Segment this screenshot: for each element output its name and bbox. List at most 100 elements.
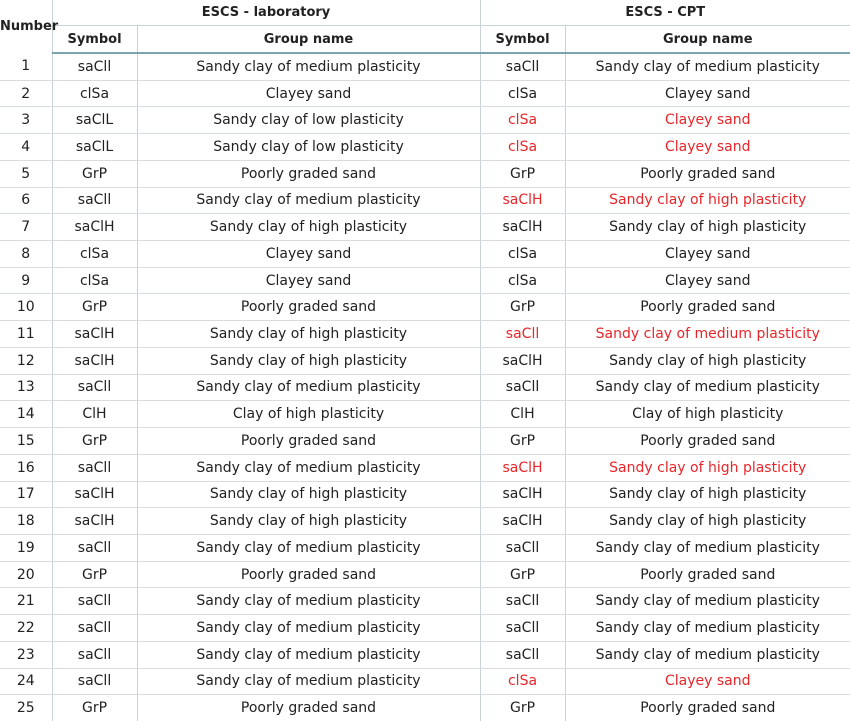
- number-cell: 19: [0, 534, 53, 562]
- lab-symbol-cell: clSa: [52, 240, 138, 268]
- lab-group-name-cell: Sandy clay of medium plasticity: [137, 587, 481, 616]
- cpt-symbol-cell: saClH: [480, 481, 566, 509]
- lab-group-name-cell: Sandy clay of medium plasticity: [137, 53, 481, 81]
- lab-symbol-cell: saCll: [52, 454, 138, 482]
- lab-symbol-cell: saCll: [52, 668, 138, 696]
- number-cell: 15: [0, 427, 53, 455]
- lab-symbol-cell: saCll: [52, 187, 138, 215]
- cpt-group-name-cell: Poorly graded sand: [565, 427, 850, 455]
- table-row: 10 GrP Poorly graded sand GrP Poorly graded …: [0, 293, 850, 322]
- cpt-symbol-cell: clSa: [480, 80, 566, 108]
- lab-symbol-cell: GrP: [52, 160, 138, 188]
- lab-group-name-cell: Clayey sand: [137, 267, 481, 295]
- cpt-symbol-cell: clSa: [480, 240, 566, 268]
- number-cell: 4: [0, 133, 53, 161]
- cpt-symbol-cell: ClH: [480, 400, 566, 429]
- cpt-symbol-cell: saCll: [480, 374, 566, 402]
- cpt-symbol-cell: clSa: [480, 668, 566, 696]
- lab-group-name-cell: Sandy clay of high plasticity: [137, 481, 481, 509]
- table-row: 17 saClH Sandy clay of high plasticity saCl…: [0, 481, 850, 509]
- table-row: 18 saClH Sandy clay of high plasticity saCl…: [0, 507, 850, 535]
- lab-group-name-cell: Poorly graded sand: [137, 293, 481, 322]
- cpt-group-name-cell: Sandy clay of high plasticity: [565, 481, 850, 509]
- lab-symbol-cell: saCll: [52, 641, 138, 669]
- cpt-group-name-cell: Clayey sand: [565, 133, 850, 161]
- lab-symbol-cell: saClH: [52, 507, 138, 535]
- table-row: 7 saClH Sandy clay of high plasticity saClH…: [0, 213, 850, 242]
- lab-group-name-cell: Clayey sand: [137, 240, 481, 268]
- lab-group-name-cell: Sandy clay of high plasticity: [137, 507, 481, 535]
- lab-symbol-cell: saCll: [52, 374, 138, 402]
- number-cell: 7: [0, 213, 53, 242]
- table-row: 25 GrP Poorly graded sand GrP Poorly graded …: [0, 694, 850, 721]
- cpt-symbol-cell: saCll: [480, 534, 566, 562]
- cpt-symbol-cell: GrP: [480, 160, 566, 188]
- table-row: 9 clSa Clayey sand clSa Clayey sand: [0, 267, 850, 295]
- lab-group-name-cell: Sandy clay of medium plasticity: [137, 534, 481, 562]
- table-row: 1 saCll Sandy clay of medium plasticity saC…: [0, 53, 850, 81]
- number-cell: 25: [0, 694, 53, 721]
- cpt-symbol-cell: GrP: [480, 427, 566, 455]
- number-cell: 11: [0, 320, 53, 348]
- lab-group-name-cell: Sandy clay of medium plasticity: [137, 454, 481, 482]
- number-cell: 2: [0, 80, 53, 108]
- cpt-symbol-cell: GrP: [480, 561, 566, 589]
- cpt-symbol-cell: saCll: [480, 53, 566, 81]
- table-row: 16 saCll Sandy clay of medium plasticity sa…: [0, 454, 850, 482]
- lab-symbol-cell: saCll: [52, 614, 138, 642]
- cpt-symbol-cell: saClH: [480, 213, 566, 242]
- lab-group-name-cell: Sandy clay of high plasticity: [137, 320, 481, 348]
- lab-group-name-cell: Sandy clay of low plasticity: [137, 133, 481, 161]
- cpt-symbol-cell: saClH: [480, 347, 566, 375]
- cpt-symbol-cell: clSa: [480, 267, 566, 295]
- lab-group-name-cell: Sandy clay of low plasticity: [137, 106, 481, 135]
- lab-group-name-cell: Sandy clay of high plasticity: [137, 347, 481, 375]
- number-cell: 24: [0, 668, 53, 696]
- cpt-group-name-cell: Sandy clay of medium plasticity: [565, 53, 850, 81]
- number-cell: 18: [0, 507, 53, 535]
- cpt-symbol-cell: saClH: [480, 187, 566, 215]
- number-cell: 8: [0, 240, 53, 268]
- table-row: 2 clSa Clayey sand clSa Clayey sand: [0, 80, 850, 108]
- table-row: 11 saClH Sandy clay of high plasticity saCl…: [0, 320, 850, 348]
- lab-group-name-cell: Sandy clay of medium plasticity: [137, 614, 481, 642]
- lab-symbol-header: Symbol: [52, 25, 138, 54]
- lab-symbol-cell: GrP: [52, 427, 138, 455]
- lab-symbol-cell: saClH: [52, 347, 138, 375]
- table-row: 14 ClH Clay of high plasticity ClH Clay of h…: [0, 400, 850, 429]
- cpt-group-name-cell: Poorly graded sand: [640, 700, 776, 717]
- cpt-symbol-cell: GrP: [480, 694, 566, 721]
- lab-symbol-cell: clSa: [52, 267, 138, 295]
- table-row: 15 GrP Poorly graded sand GrP Poorly graded …: [0, 427, 850, 455]
- cpt-group-name-cell: Sandy clay of high plasticity: [565, 454, 850, 482]
- cpt-group-header: ESCS - CPT: [480, 0, 850, 26]
- table-row: 3 saClL Sandy clay of low plasticity clSa Cl…: [0, 106, 850, 135]
- number-cell: 22: [0, 614, 53, 642]
- number-column-header: Number: [0, 0, 58, 53]
- lab-group-name-cell: Poorly graded sand: [137, 160, 481, 188]
- number-cell: 20: [0, 561, 53, 589]
- table-row: 8 clSa Clayey sand clSa Clayey sand: [0, 240, 850, 268]
- lab-group-name-cell: Poorly graded sand: [137, 427, 481, 455]
- lab-group-name-cell: Sandy clay of medium plasticity: [137, 187, 481, 215]
- cpt-group-name-cell: Clayey sand: [565, 80, 850, 108]
- cpt-group-name-cell: Sandy clay of high plasticity: [565, 347, 850, 375]
- table-row: 24 saCll Sandy clay of medium plasticity cl…: [0, 668, 850, 696]
- cpt-symbol-cell: saClH: [480, 454, 566, 482]
- lab-symbol-cell: GrP: [52, 694, 138, 721]
- number-cell: 9: [0, 267, 53, 295]
- cpt-symbol-header: Symbol: [480, 25, 566, 54]
- lab-symbol-cell: saClH: [52, 213, 138, 242]
- table-row: 23 saCll Sandy clay of medium plasticity sa…: [0, 641, 850, 669]
- table-row: 20 GrP Poorly graded sand GrP Poorly graded …: [0, 561, 850, 589]
- cpt-group-name-cell: Clayey sand: [565, 240, 850, 268]
- number-cell: 5: [0, 160, 53, 188]
- cpt-group-name-cell: Poorly graded sand: [565, 160, 850, 188]
- lab-symbol-cell: ClH: [52, 400, 138, 429]
- cpt-group-name-cell: Sandy clay of medium plasticity: [565, 374, 850, 402]
- number-cell: 21: [0, 587, 53, 616]
- lab-symbol-cell: saCll: [52, 534, 138, 562]
- lab-group-name-cell: Sandy clay of high plasticity: [137, 213, 481, 242]
- cpt-symbol-cell: saCll: [480, 641, 566, 669]
